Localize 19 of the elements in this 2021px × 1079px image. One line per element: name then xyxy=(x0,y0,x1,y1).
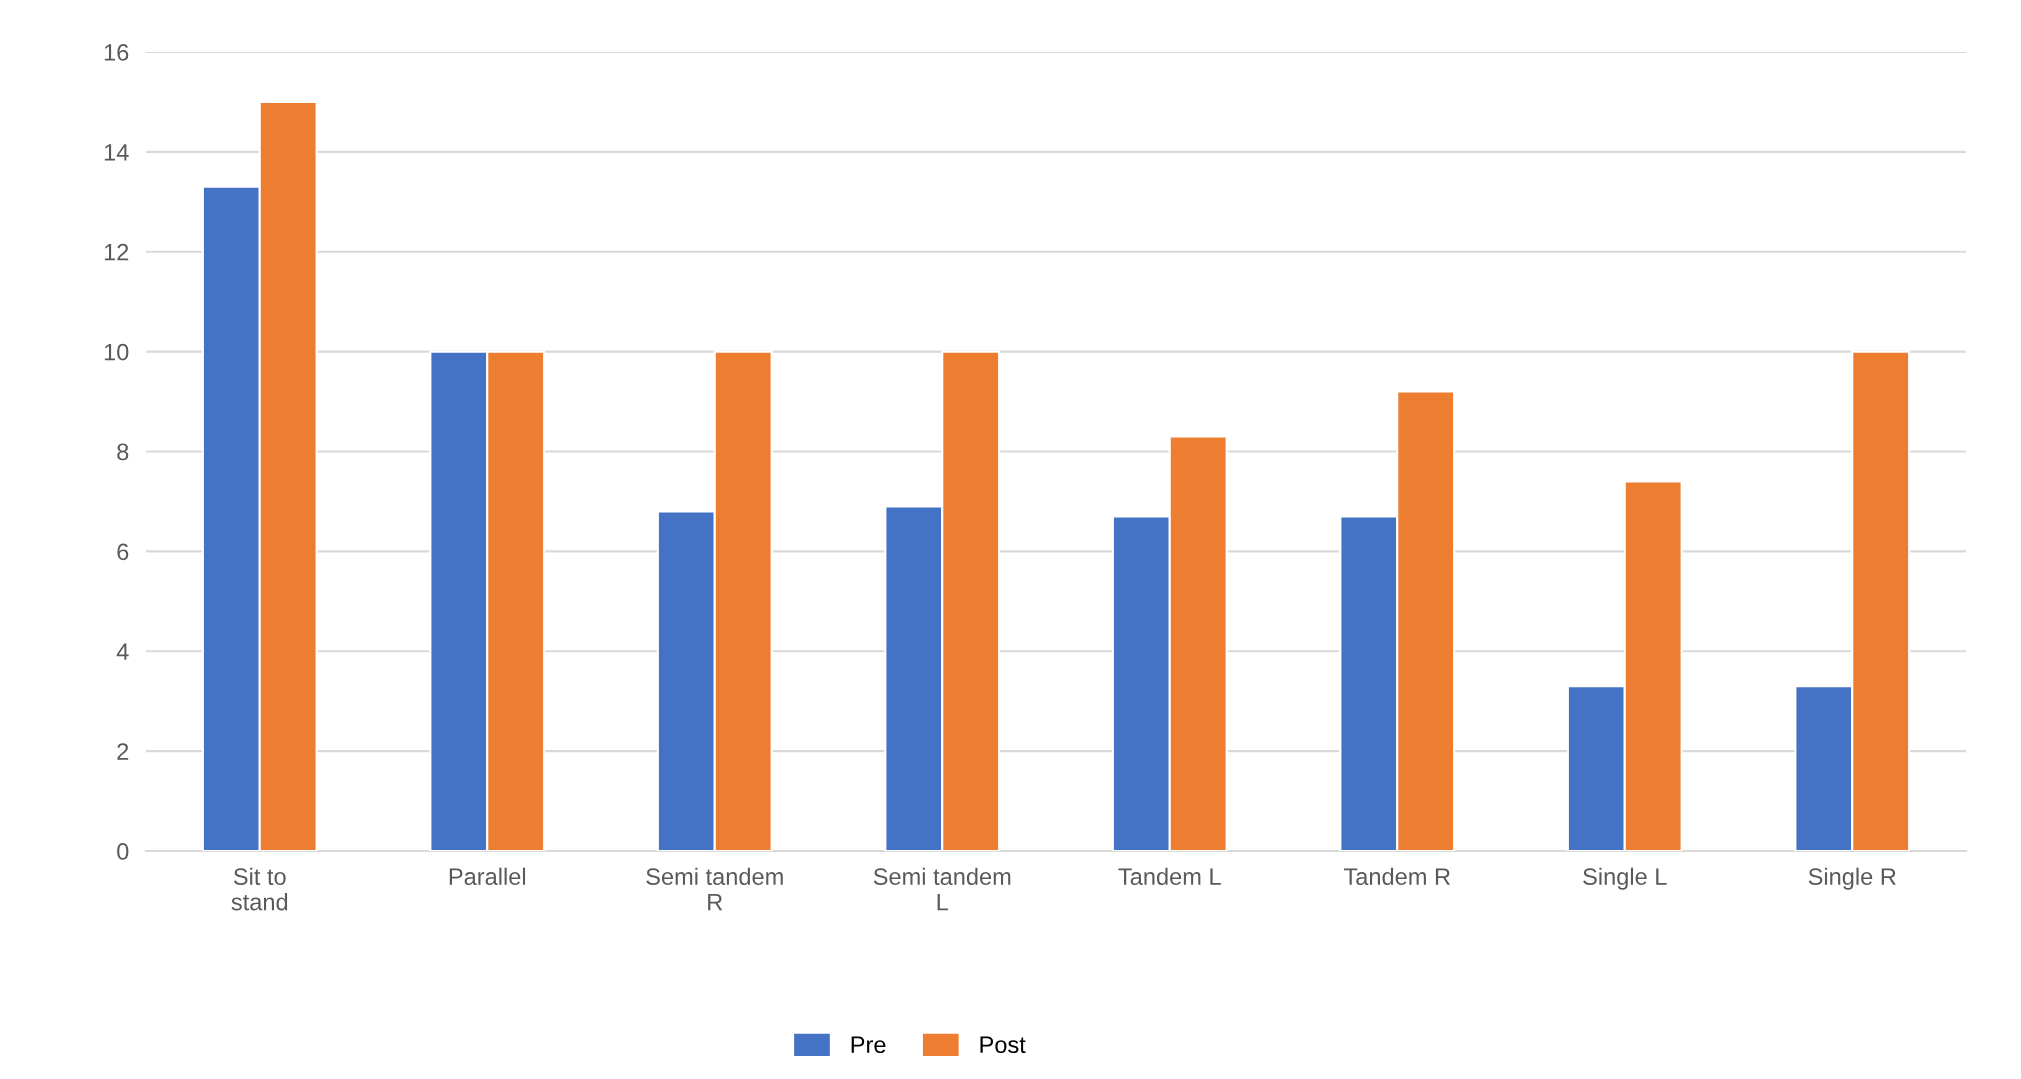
legend-label: Pre xyxy=(851,1036,886,1054)
x-tick-label: Single R xyxy=(1808,867,1896,890)
y-tick-label: 2 xyxy=(117,743,129,760)
x-tick-label: Semi tandem L xyxy=(873,867,1011,911)
y-tick-label: 6 xyxy=(117,543,129,561)
legend-label: Post xyxy=(980,1036,1026,1054)
x-tick-label: Single L xyxy=(1583,867,1667,890)
x-tick-label: Tandem R xyxy=(1343,867,1450,886)
x-tick-label: Sit to stand xyxy=(231,867,288,911)
y-tick-label: 8 xyxy=(117,443,129,461)
y-tick-label: 0 xyxy=(117,843,129,860)
y-tick-label: 16 xyxy=(104,44,129,61)
y-tick-label: 10 xyxy=(104,343,129,361)
y-tick-label: 4 xyxy=(116,643,129,660)
x-tick-label: Tandem L xyxy=(1118,867,1221,886)
y-tick-label: 12 xyxy=(104,243,129,261)
x-tick-label: Semi tandem R xyxy=(646,867,783,911)
y-tick-label: 14 xyxy=(104,144,129,161)
x-tick-label: Parallel xyxy=(449,867,526,886)
